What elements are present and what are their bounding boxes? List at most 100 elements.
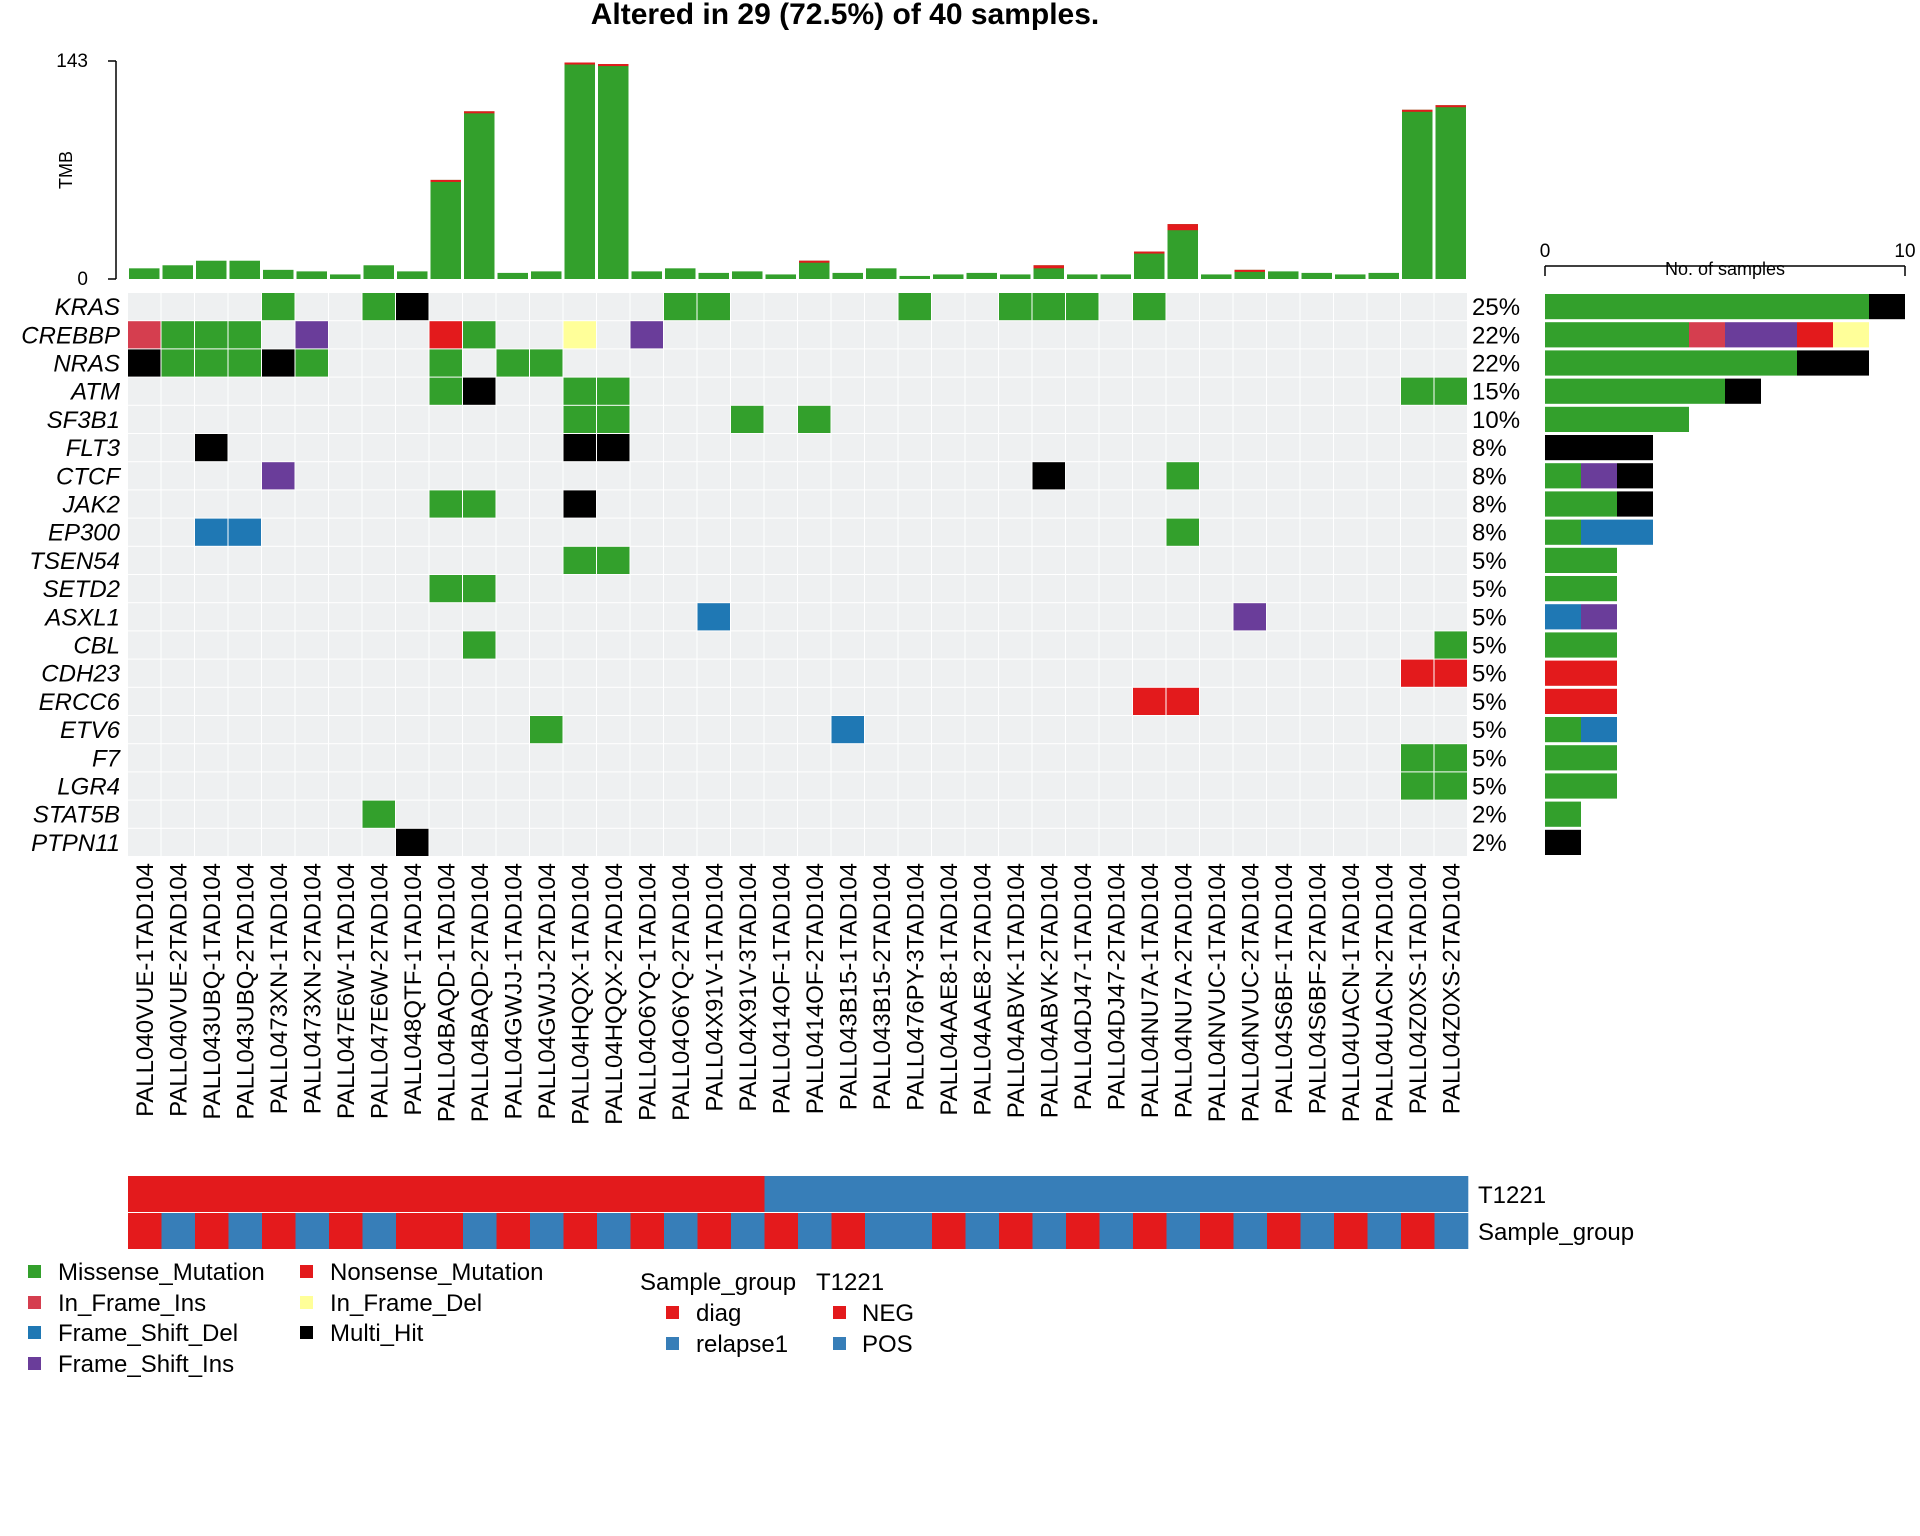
legend-title-sample-group: Sample_group — [640, 1269, 796, 1296]
empty-cell — [597, 462, 630, 490]
legend-swatch — [666, 1337, 679, 1350]
mutation-cell-kras — [262, 293, 295, 321]
empty-cell — [1300, 462, 1333, 490]
empty-cell — [463, 405, 496, 433]
empty-cell — [1334, 772, 1367, 800]
sample-label: PALL04O6YQ-2TAD104 — [668, 863, 695, 1121]
empty-cell — [965, 603, 998, 631]
empty-cell — [1099, 349, 1132, 377]
sample-label: PALL04NVUC-2TAD104 — [1237, 863, 1264, 1122]
empty-cell — [697, 349, 730, 377]
empty-cell — [429, 293, 462, 321]
empty-cell — [1200, 434, 1233, 462]
empty-cell — [630, 687, 663, 715]
side-bar-segment — [1545, 829, 1581, 855]
empty-cell — [128, 546, 161, 574]
annotation-cell — [1233, 1213, 1268, 1249]
empty-cell — [865, 321, 898, 349]
annotation-cell — [1133, 1176, 1167, 1212]
legend-swatch — [833, 1337, 846, 1350]
sample-label: PALL0473XN-1TAD104 — [266, 863, 293, 1114]
empty-cell — [228, 405, 261, 433]
empty-cell — [999, 659, 1032, 687]
empty-cell — [1434, 716, 1467, 744]
mutation-cell-asxl1 — [697, 603, 730, 631]
mutation-cell-ctcf — [262, 462, 295, 490]
empty-cell — [396, 800, 429, 828]
side-bar-segment — [1545, 435, 1653, 461]
empty-cell — [496, 405, 529, 433]
mutation-cell-crebbp — [228, 321, 261, 349]
empty-cell — [1200, 659, 1233, 687]
empty-cell — [1099, 546, 1132, 574]
empty-cell — [295, 744, 328, 772]
empty-cell — [1032, 687, 1065, 715]
side-bar-segment — [1545, 632, 1617, 658]
empty-cell — [999, 546, 1032, 574]
empty-cell — [1032, 546, 1065, 574]
empty-cell — [1334, 744, 1367, 772]
empty-cell — [1066, 490, 1099, 518]
empty-cell — [161, 434, 194, 462]
empty-cell — [396, 377, 429, 405]
empty-cell — [1200, 349, 1233, 377]
tmb-bar — [1301, 272, 1332, 279]
empty-cell — [1166, 744, 1199, 772]
empty-cell — [1200, 828, 1233, 856]
side-bar-segment — [1581, 463, 1617, 489]
empty-cell — [831, 744, 864, 772]
tmb-bar-nonsense — [564, 62, 595, 65]
empty-cell — [865, 293, 898, 321]
sample-label: PALL04HQQX-2TAD104 — [601, 863, 628, 1125]
empty-cell — [396, 518, 429, 546]
empty-cell — [965, 659, 998, 687]
sample-labels: PALL040VUE-1TAD104 PALL040VUE-2TAD104 PALL… — [132, 863, 1466, 1125]
empty-cell — [429, 405, 462, 433]
empty-cell — [262, 687, 295, 715]
annotation-cell — [999, 1176, 1033, 1212]
tmb-axis-title: TMB — [56, 151, 76, 189]
empty-cell — [563, 744, 596, 772]
empty-cell — [362, 603, 395, 631]
empty-cell — [1032, 772, 1065, 800]
mutation-cell-cdh23 — [1401, 659, 1434, 687]
empty-cell — [798, 490, 831, 518]
empty-cell — [463, 772, 496, 800]
tmb-bar — [866, 268, 897, 279]
empty-cell — [932, 716, 965, 744]
empty-cell — [329, 800, 362, 828]
empty-cell — [865, 659, 898, 687]
empty-cell — [396, 546, 429, 574]
empty-cell — [664, 490, 697, 518]
empty-cell — [496, 687, 529, 715]
empty-cell — [429, 828, 462, 856]
empty-cell — [1099, 631, 1132, 659]
gene-label: CREBBP — [21, 322, 120, 349]
annotation-cell — [597, 1176, 631, 1212]
empty-cell — [362, 490, 395, 518]
legend-item-label: Nonsense_Mutation — [330, 1259, 543, 1286]
empty-cell — [1367, 800, 1400, 828]
empty-cell — [865, 603, 898, 631]
annotation-cell — [1200, 1213, 1234, 1249]
tmb-bar — [665, 268, 696, 279]
empty-cell — [228, 490, 261, 518]
empty-cell — [1166, 828, 1199, 856]
empty-cell — [1066, 575, 1099, 603]
empty-cell — [764, 434, 797, 462]
empty-cell — [362, 462, 395, 490]
empty-cell — [630, 603, 663, 631]
legend-swatch — [666, 1306, 679, 1319]
empty-cell — [965, 687, 998, 715]
empty-cell — [1367, 293, 1400, 321]
mutation-cell-nras — [161, 349, 194, 377]
empty-cell — [597, 349, 630, 377]
empty-cell — [965, 349, 998, 377]
empty-cell — [295, 603, 328, 631]
empty-cell — [1099, 518, 1132, 546]
sample-annotations: T1221 Sample_group — [128, 1176, 1634, 1249]
empty-cell — [1032, 434, 1065, 462]
empty-cell — [195, 631, 228, 659]
annotation-cell — [496, 1213, 531, 1249]
empty-cell — [1267, 631, 1300, 659]
